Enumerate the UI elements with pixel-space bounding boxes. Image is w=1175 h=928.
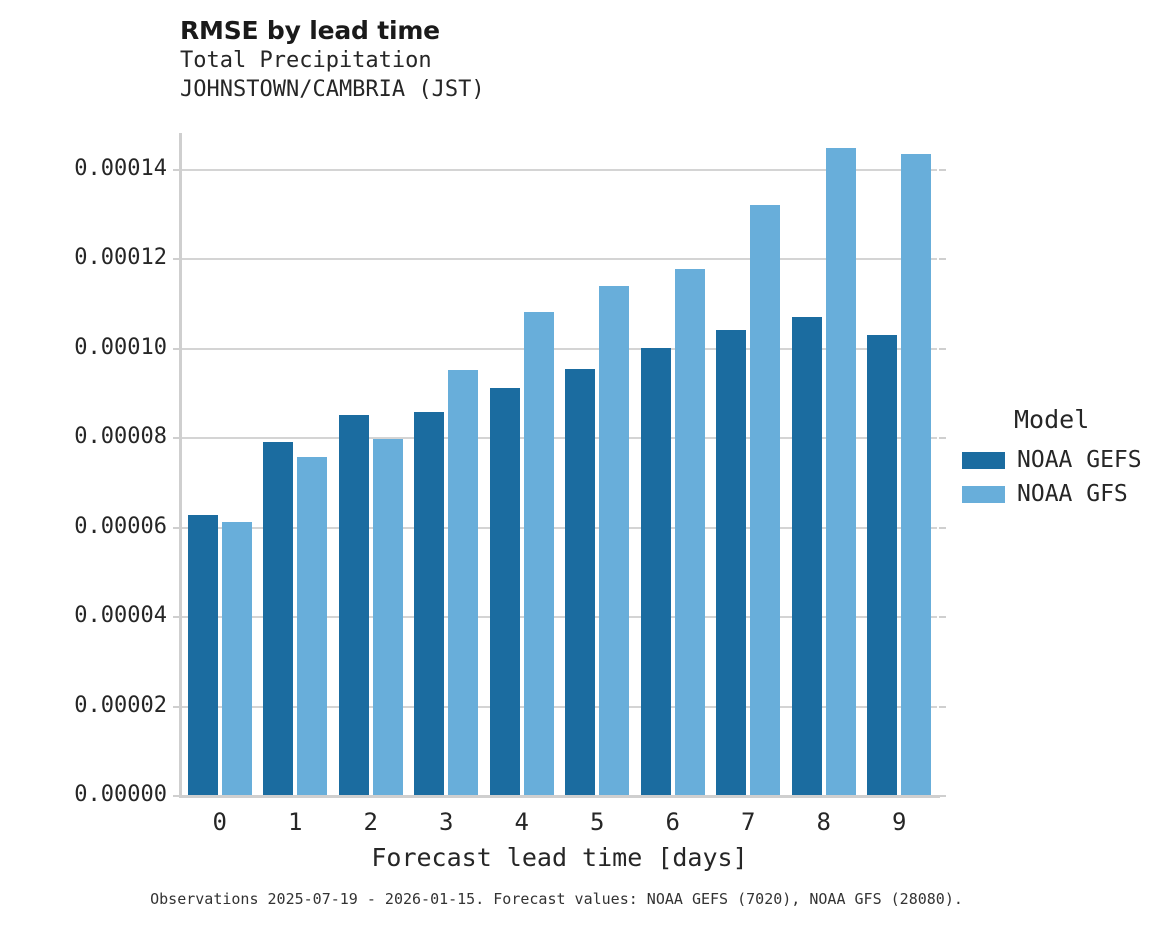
- y-tick-label: 0.00010: [74, 334, 167, 360]
- bar-noaa-gfs-day-1: [297, 457, 328, 795]
- bars-layer: [182, 133, 937, 795]
- x-tick-label: 5: [590, 808, 605, 836]
- bar-noaa-gfs-day-6: [674, 268, 705, 795]
- bar-noaa-gefs-day-8: [791, 317, 822, 795]
- legend-label: NOAA GEFS: [1017, 446, 1142, 473]
- title-block: RMSE by lead time Total Precipitation JO…: [180, 16, 940, 104]
- chart-subtitle-variable: Total Precipitation: [180, 48, 432, 73]
- gridline: [182, 437, 937, 440]
- y-tick-mark: [173, 258, 180, 261]
- y-tick-mark-right: [939, 437, 946, 440]
- y-tick-label: 0.00000: [74, 782, 167, 807]
- legend: Model NOAA GEFS NOAA GFS: [962, 405, 1172, 511]
- bar-noaa-gefs-day-9: [867, 335, 898, 795]
- y-tick-mark: [173, 616, 180, 619]
- gridline: [182, 258, 937, 261]
- footnote: Observations 2025-07-19 - 2026-01-15. Fo…: [150, 890, 963, 908]
- bar-noaa-gfs-day-0: [221, 521, 252, 795]
- y-tick-mark-right: [939, 526, 946, 529]
- x-tick-label: 9: [892, 808, 907, 836]
- gridline: [182, 347, 937, 350]
- y-tick-label: 0.00006: [74, 513, 167, 539]
- gridline: [182, 616, 937, 619]
- y-tick-mark-right: [939, 705, 946, 708]
- legend-swatch: [962, 451, 1005, 469]
- bar-noaa-gfs-day-2: [372, 439, 403, 795]
- legend-title: Model: [1014, 405, 1090, 434]
- bar-noaa-gefs-day-2: [338, 414, 369, 795]
- chart-title: RMSE by lead time: [180, 16, 440, 45]
- bar-noaa-gefs-day-3: [414, 411, 445, 795]
- bar-noaa-gfs-day-4: [523, 311, 554, 795]
- bar-noaa-gfs-day-5: [599, 286, 630, 795]
- y-tick-label: 0.00012: [74, 245, 167, 271]
- y-axis-spine: [179, 133, 182, 795]
- x-tick-label: 3: [439, 808, 454, 836]
- y-tick-label: 0.00002: [74, 692, 167, 718]
- bar-noaa-gefs-day-0: [187, 514, 218, 795]
- x-tick-label: 7: [741, 808, 756, 836]
- legend-item[interactable]: NOAA GFS: [962, 477, 1172, 511]
- bar-noaa-gefs-day-7: [716, 329, 747, 795]
- x-tick-label: 2: [363, 808, 378, 836]
- bar-noaa-gefs-day-5: [565, 368, 596, 795]
- bar-noaa-gefs-day-1: [263, 442, 294, 795]
- y-tick-mark: [173, 437, 180, 440]
- y-tick-label: 0.00014: [74, 155, 167, 181]
- bar-noaa-gefs-day-6: [640, 348, 671, 795]
- y-tick-mark: [173, 526, 180, 529]
- y-tick-mark-right: [939, 347, 946, 350]
- y-tick-mark-right: [939, 616, 946, 619]
- x-tick-label: 8: [816, 808, 831, 836]
- legend-entries: NOAA GEFS NOAA GFS: [962, 443, 1172, 511]
- x-tick-label: 1: [288, 808, 303, 836]
- y-tick-mark: [173, 795, 180, 797]
- x-axis-title: Forecast lead time [days]: [371, 843, 748, 872]
- y-tick-mark-right: [939, 168, 946, 171]
- y-tick-mark: [173, 705, 180, 708]
- gridline: [182, 705, 937, 708]
- bar-noaa-gfs-day-3: [448, 369, 479, 795]
- legend-swatch: [962, 485, 1005, 503]
- y-tick-mark-right: [939, 795, 946, 797]
- y-tick-mark-right: [939, 258, 946, 261]
- bar-noaa-gfs-day-9: [901, 154, 932, 795]
- y-tick-label: 0.00008: [74, 424, 167, 450]
- y-tick-label: 0.00004: [74, 603, 167, 629]
- y-tick-mark: [173, 347, 180, 350]
- bar-noaa-gfs-day-8: [825, 148, 856, 795]
- bar-noaa-gefs-day-4: [489, 387, 520, 795]
- gridline: [182, 526, 937, 529]
- gridline: [182, 168, 937, 171]
- x-tick-label: 0: [212, 808, 227, 836]
- legend-label: NOAA GFS: [1017, 480, 1128, 507]
- bar-noaa-gfs-day-7: [750, 205, 781, 795]
- plot-area: 0.00000 0.00002 0.00004 0.00006 0.00008 0.000…: [74, 133, 946, 835]
- x-axis-spine: [179, 795, 940, 798]
- y-tick-mark: [173, 168, 180, 171]
- chart-subtitle-station: JOHNSTOWN/CAMBRIA (JST): [180, 77, 485, 102]
- x-tick-label: 6: [665, 808, 680, 836]
- legend-item[interactable]: NOAA GEFS: [962, 443, 1172, 477]
- x-tick-label: 4: [514, 808, 529, 836]
